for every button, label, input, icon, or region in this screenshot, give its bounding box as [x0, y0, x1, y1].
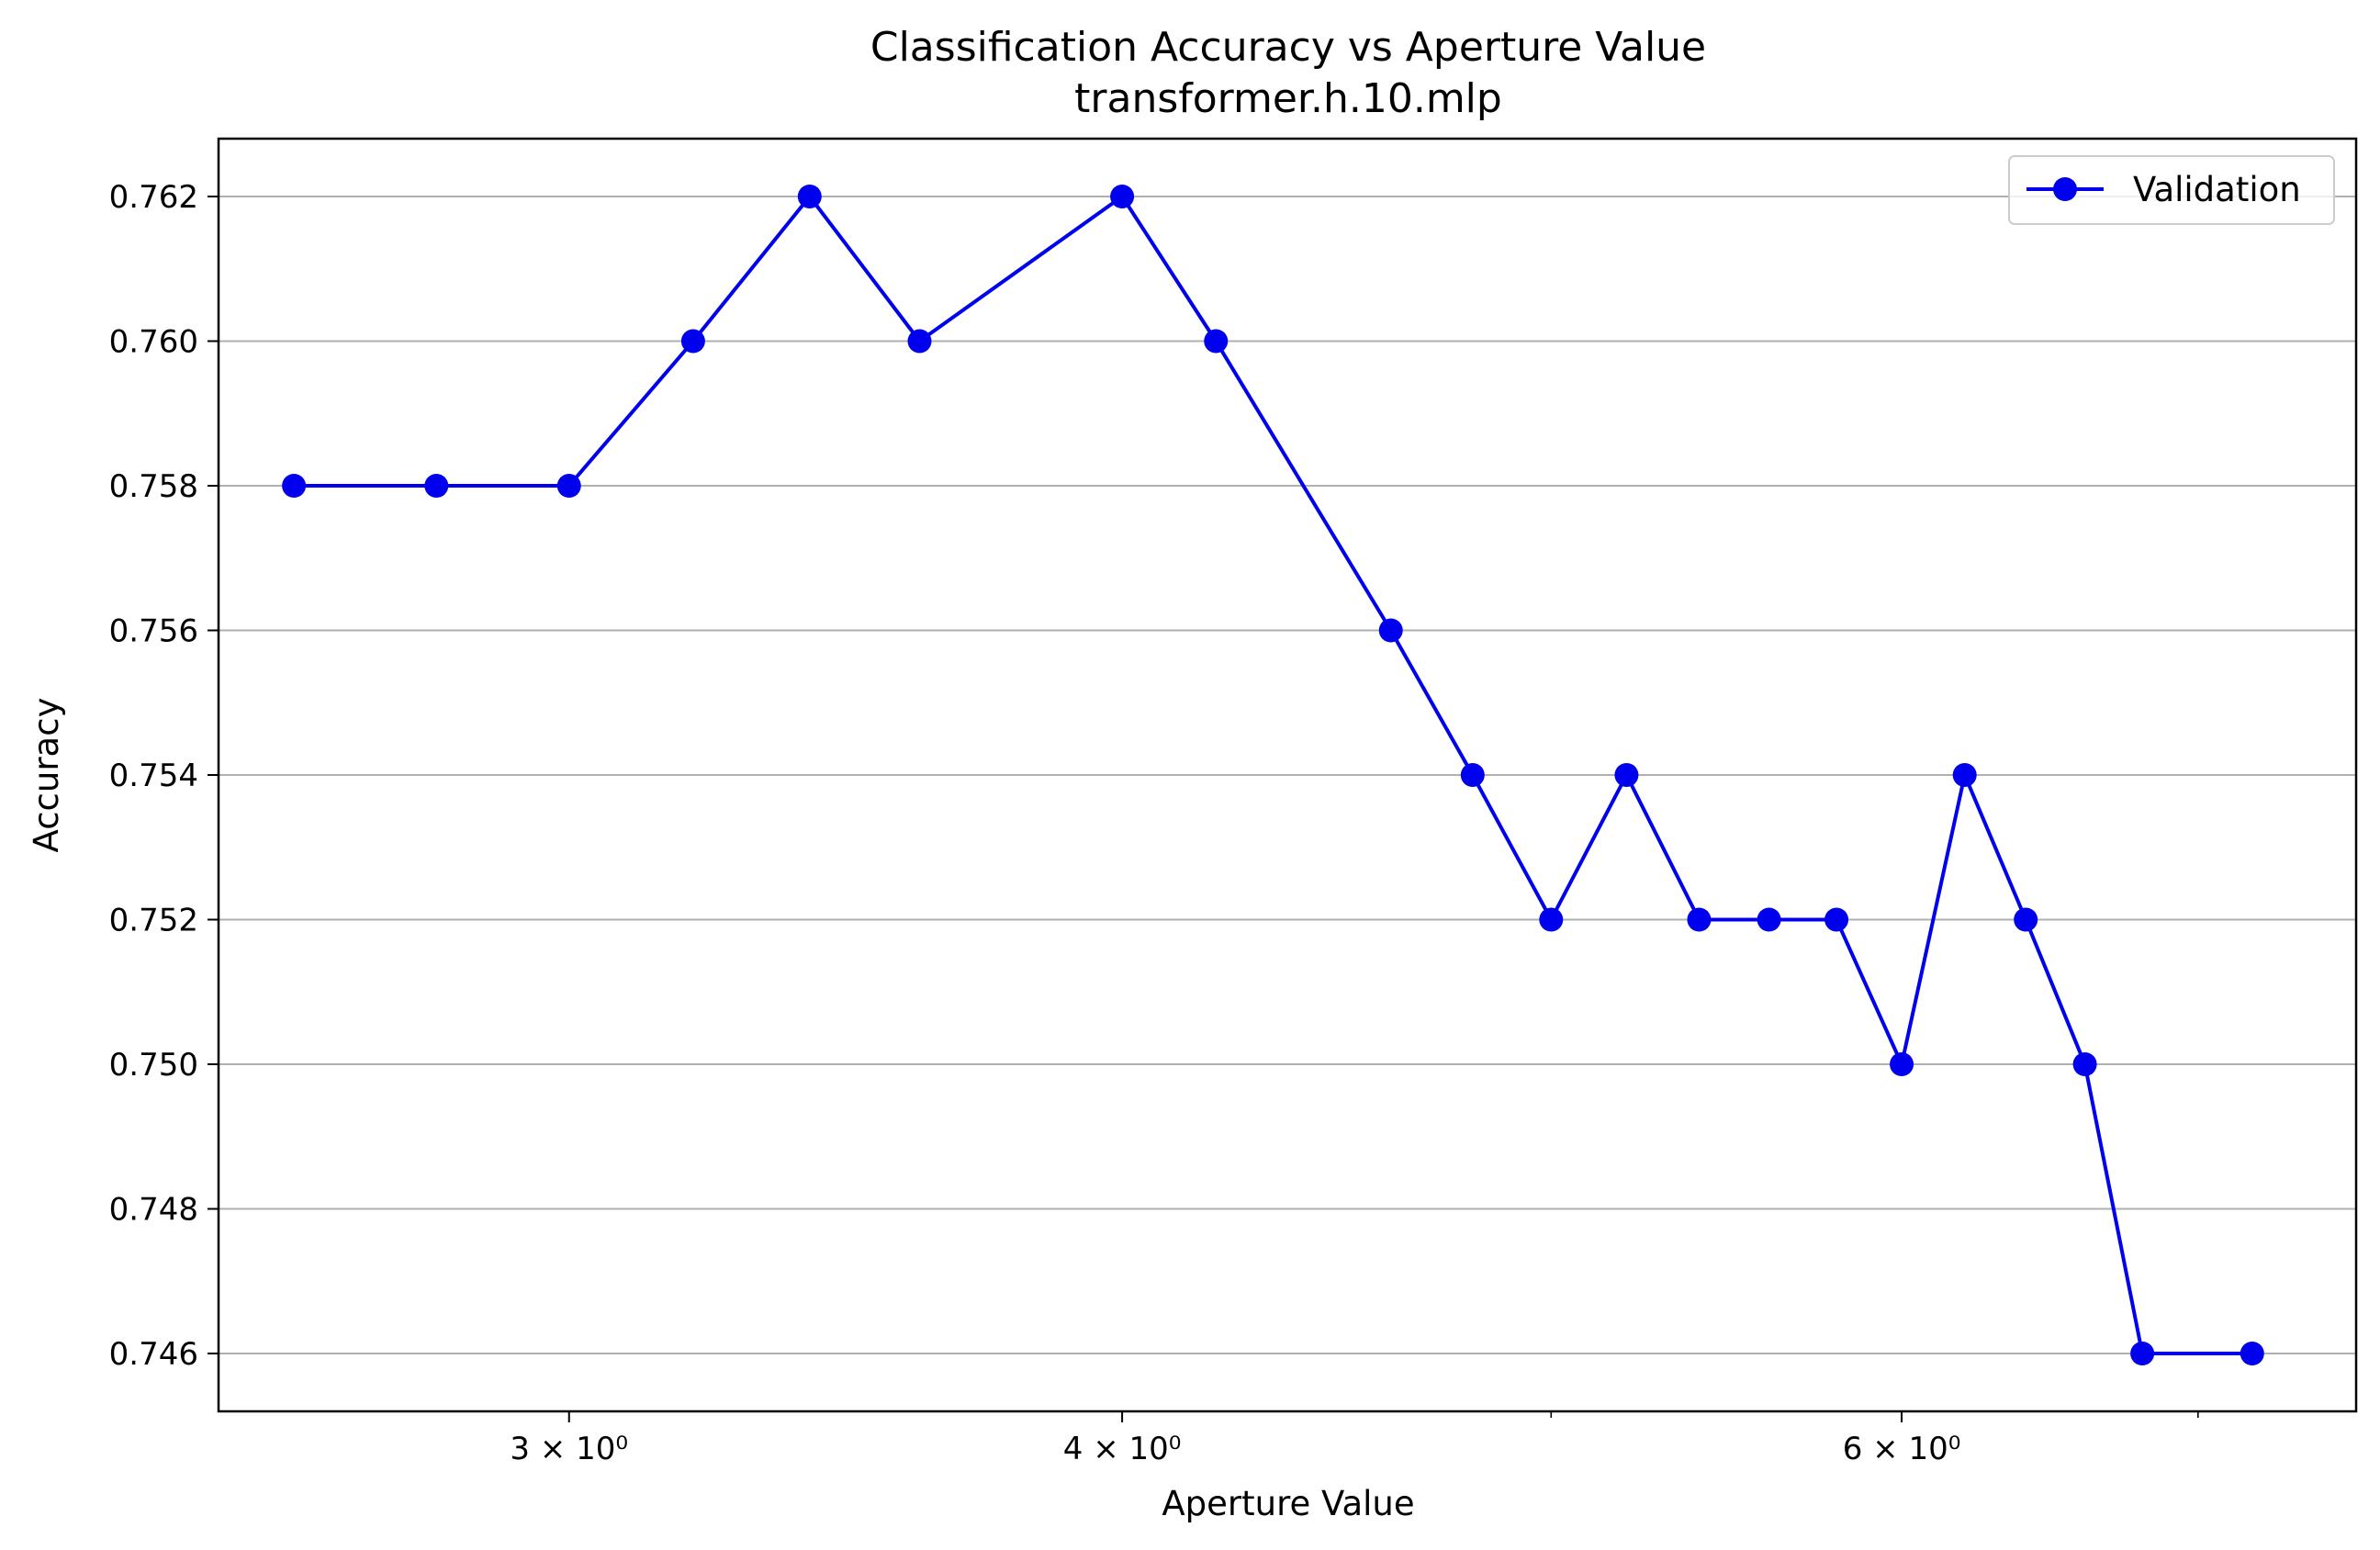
x-axis-ticks: 3 × 10⁰ 4 × 10⁰ 6 × 10⁰: [510, 1411, 2199, 1467]
chart-subtitle: transformer.h.10.mlp: [1074, 75, 1502, 122]
data-point: [2240, 1342, 2264, 1365]
y-axis-label: Accuracy: [27, 698, 66, 853]
data-point: [1952, 763, 1977, 787]
y-axis-ticks: 0.746 0.748 0.750 0.752 0.754 0.756 0.758 0.760…: [109, 179, 219, 1373]
data-point: [1614, 763, 1639, 787]
legend-label: Validation: [2133, 170, 2301, 209]
y-tick-label: 0.760: [109, 324, 198, 361]
series-layer: [282, 185, 2264, 1365]
y-tick-label: 0.758: [109, 468, 198, 505]
legend-marker: [2053, 177, 2077, 201]
data-point: [1378, 618, 1403, 643]
y-tick-label: 0.752: [109, 903, 198, 939]
y-tick-label: 0.762: [109, 179, 198, 216]
x-axis-label: Aperture Value: [1162, 1484, 1414, 1523]
y-tick-label: 0.750: [109, 1047, 198, 1084]
data-point: [282, 474, 307, 498]
data-point: [1204, 329, 1229, 354]
y-tick-label: 0.756: [109, 613, 198, 650]
x-tick-label: 3 × 10⁰: [510, 1431, 628, 1467]
data-point: [2130, 1342, 2155, 1365]
legend-box: [2008, 155, 2335, 225]
data-point: [424, 474, 449, 498]
data-point: [1890, 1052, 1914, 1076]
data-point: [907, 329, 932, 354]
y-tick-label: 0.746: [109, 1336, 198, 1373]
data-point: [2072, 1052, 2097, 1076]
data-point: [2014, 907, 2038, 932]
y-tick-label: 0.754: [109, 758, 198, 794]
data-point: [1687, 907, 1712, 932]
data-point: [1110, 185, 1135, 208]
grid-lines: [219, 196, 2356, 1354]
data-point: [556, 474, 581, 498]
y-tick-label: 0.748: [109, 1192, 198, 1229]
legend: Validation: [2008, 155, 2335, 225]
x-tick-label: 4 × 10⁰: [1063, 1431, 1182, 1467]
x-tick-label: 6 × 10⁰: [1843, 1431, 1961, 1467]
data-point: [1539, 907, 1564, 932]
data-point: [797, 185, 822, 208]
data-point: [1757, 907, 1781, 932]
data-point: [680, 329, 705, 354]
data-point: [1460, 763, 1485, 787]
chart-title: Classification Accuracy vs Aperture Valu…: [870, 24, 1706, 71]
data-point: [1824, 907, 1849, 932]
